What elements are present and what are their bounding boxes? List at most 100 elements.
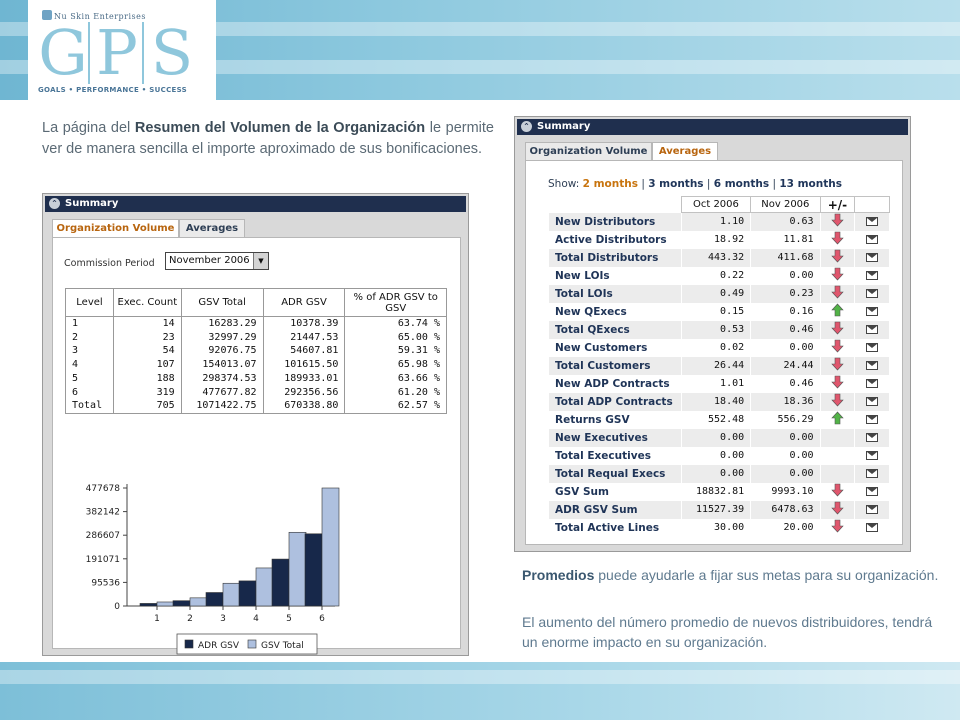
chevron-down-icon[interactable]: ▼ — [253, 253, 268, 269]
trend-cell — [819, 302, 856, 321]
email-icon[interactable] — [866, 504, 879, 514]
logo-letter-s: S — [150, 16, 193, 89]
intro-text-pre: La página del — [42, 120, 135, 136]
trend-cell — [819, 320, 856, 339]
arrow-down-icon — [831, 231, 844, 245]
table-cell: 705 — [112, 399, 182, 414]
email-icon[interactable] — [866, 360, 879, 370]
table-cell: 32997.29 — [180, 330, 264, 345]
email-cell — [854, 284, 890, 303]
bar-adr-gsv — [238, 580, 257, 607]
legend-label: GSV Total — [261, 641, 304, 651]
arrow-down-icon — [831, 285, 844, 299]
value-oct-2006: 0.15 — [680, 302, 752, 321]
y-tick-label: 95536 — [91, 578, 120, 588]
email-icon[interactable] — [866, 378, 879, 388]
metric-label: Total Executives — [548, 446, 682, 465]
email-icon[interactable] — [866, 450, 879, 460]
email-icon[interactable] — [866, 216, 879, 226]
promedios-paragraph: Promedios puede ayudarle a fijar sus met… — [522, 566, 942, 585]
show-option-13-months[interactable]: 13 months — [779, 178, 842, 190]
intro-text-post: le permite ver de manera sencilla el imp… — [42, 120, 494, 157]
email-icon[interactable] — [866, 252, 879, 262]
table-cell: 298374.53 — [180, 371, 264, 386]
table-cell: 292356.56 — [262, 385, 346, 400]
email-icon[interactable] — [866, 468, 879, 478]
table-row: New Distributors 1.10 0.63 — [548, 212, 890, 231]
table-cell: 154013.07 — [180, 357, 264, 372]
show-option-2-months[interactable]: 2 months — [582, 178, 638, 190]
metric-label: New Executives — [548, 428, 682, 447]
email-icon[interactable] — [866, 270, 879, 280]
table-cell: 63.66 % — [344, 371, 447, 386]
email-icon[interactable] — [866, 396, 879, 406]
arrow-up-icon — [831, 411, 844, 425]
value-nov-2006: 6478.63 — [750, 500, 821, 519]
email-icon[interactable] — [866, 414, 879, 424]
table-row: Total 705 1071422.75 670338.80 62.57 % — [65, 399, 447, 414]
table-cell: 189933.01 — [262, 371, 346, 386]
y-tick-label: 286607 — [86, 531, 120, 541]
value-oct-2006: 30.00 — [680, 518, 752, 537]
trend-cell — [819, 464, 856, 483]
show-option-3-months[interactable]: 3 months — [648, 178, 704, 190]
x-tick-label: 2 — [187, 614, 193, 624]
col-header-level: Level — [65, 288, 114, 317]
metric-label: ADR GSV Sum — [548, 500, 682, 519]
table-row: Total Distributors 443.32 411.68 — [548, 248, 890, 267]
table-row: New Customers 0.02 0.00 — [548, 338, 890, 357]
email-cell — [854, 212, 890, 231]
email-cell — [854, 392, 890, 411]
bar-gsv-total — [321, 487, 340, 607]
metric-label: Total Distributors — [548, 248, 682, 267]
collapse-icon[interactable]: ⌃ — [521, 121, 532, 132]
trend-cell — [819, 482, 856, 501]
table-cell: 65.98 % — [344, 357, 447, 372]
tab-organization-volume[interactable]: Organization Volume — [525, 142, 652, 160]
email-icon[interactable] — [866, 234, 879, 244]
show-option-6-months[interactable]: 6 months — [713, 178, 770, 190]
table-row: Total Customers 26.44 24.44 — [548, 356, 890, 375]
footer-wave — [0, 670, 960, 684]
tab-organization-volume[interactable]: Organization Volume — [52, 219, 179, 237]
table-row: GSV Sum 18832.81 9993.10 — [548, 482, 890, 501]
y-tick-label: 382142 — [86, 508, 120, 518]
metric-label: Total LOIs — [548, 284, 682, 303]
table-cell: 319 — [112, 385, 182, 400]
value-oct-2006: 0.49 — [680, 284, 752, 303]
bar-adr-gsv — [205, 592, 224, 607]
value-oct-2006: 0.22 — [680, 266, 752, 285]
email-icon[interactable] — [866, 288, 879, 298]
email-icon[interactable] — [866, 522, 879, 532]
trend-cell — [819, 230, 856, 249]
table-cell: 10378.39 — [262, 316, 346, 331]
arrow-down-icon — [831, 267, 844, 281]
email-icon[interactable] — [866, 324, 879, 334]
tab-averages[interactable]: Averages — [652, 142, 718, 160]
logo-letter-p: P — [90, 22, 144, 84]
bar-gsv-total — [189, 597, 208, 607]
legend-label: ADR GSV — [198, 641, 240, 651]
email-icon[interactable] — [866, 342, 879, 352]
table-row: Total LOIs 0.49 0.23 — [548, 284, 890, 303]
value-oct-2006: 18832.81 — [680, 482, 752, 501]
email-icon[interactable] — [866, 486, 879, 496]
logo-letter-g: G — [36, 22, 90, 84]
email-cell — [854, 374, 890, 393]
collapse-icon[interactable]: ⌃ — [49, 198, 60, 209]
legend-swatch — [184, 639, 194, 649]
email-icon[interactable] — [866, 432, 879, 442]
brand-name: Nu Skin Enterprises — [42, 10, 146, 21]
table-cell: 2 — [65, 330, 114, 345]
value-nov-2006: 0.00 — [750, 446, 821, 465]
value-nov-2006: 0.00 — [750, 428, 821, 447]
email-cell — [854, 230, 890, 249]
table-row: New LOIs 0.22 0.00 — [548, 266, 890, 285]
commission-period-select[interactable]: November 2006 ▼ — [165, 252, 269, 270]
email-icon[interactable] — [866, 306, 879, 316]
table-row: 6 319 477677.82 292356.56 61.20 % — [65, 385, 447, 400]
tab-averages[interactable]: Averages — [179, 219, 245, 237]
email-cell — [854, 500, 890, 519]
